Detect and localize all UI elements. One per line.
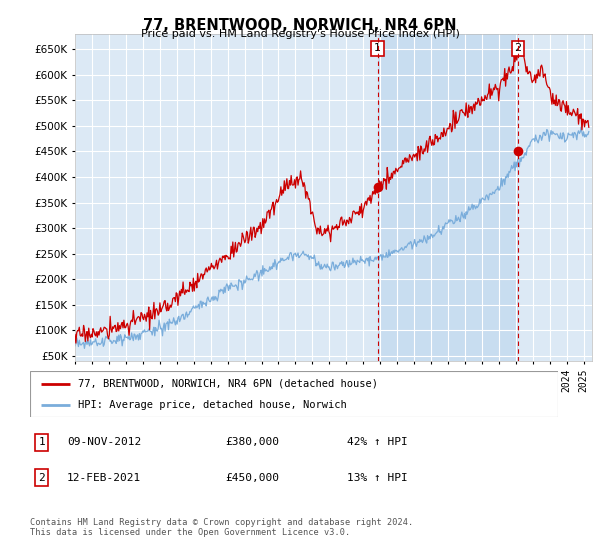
Text: £450,000: £450,000 bbox=[226, 473, 280, 483]
Text: 77, BRENTWOOD, NORWICH, NR4 6PN (detached house): 77, BRENTWOOD, NORWICH, NR4 6PN (detache… bbox=[77, 379, 377, 389]
Bar bbox=[377, 34, 518, 361]
Text: 77, BRENTWOOD, NORWICH, NR4 6PN: 77, BRENTWOOD, NORWICH, NR4 6PN bbox=[143, 18, 457, 33]
Text: 2: 2 bbox=[514, 43, 521, 53]
Text: 09-NOV-2012: 09-NOV-2012 bbox=[67, 437, 141, 447]
Text: £380,000: £380,000 bbox=[226, 437, 280, 447]
Text: HPI: Average price, detached house, Norwich: HPI: Average price, detached house, Norw… bbox=[77, 400, 346, 410]
Text: Contains HM Land Registry data © Crown copyright and database right 2024.
This d: Contains HM Land Registry data © Crown c… bbox=[30, 518, 413, 538]
Text: 2: 2 bbox=[38, 473, 45, 483]
Text: 12-FEB-2021: 12-FEB-2021 bbox=[67, 473, 141, 483]
Text: 1: 1 bbox=[374, 43, 381, 53]
Text: 1: 1 bbox=[38, 437, 45, 447]
Text: 13% ↑ HPI: 13% ↑ HPI bbox=[347, 473, 407, 483]
Text: 42% ↑ HPI: 42% ↑ HPI bbox=[347, 437, 407, 447]
Text: Price paid vs. HM Land Registry's House Price Index (HPI): Price paid vs. HM Land Registry's House … bbox=[140, 29, 460, 39]
